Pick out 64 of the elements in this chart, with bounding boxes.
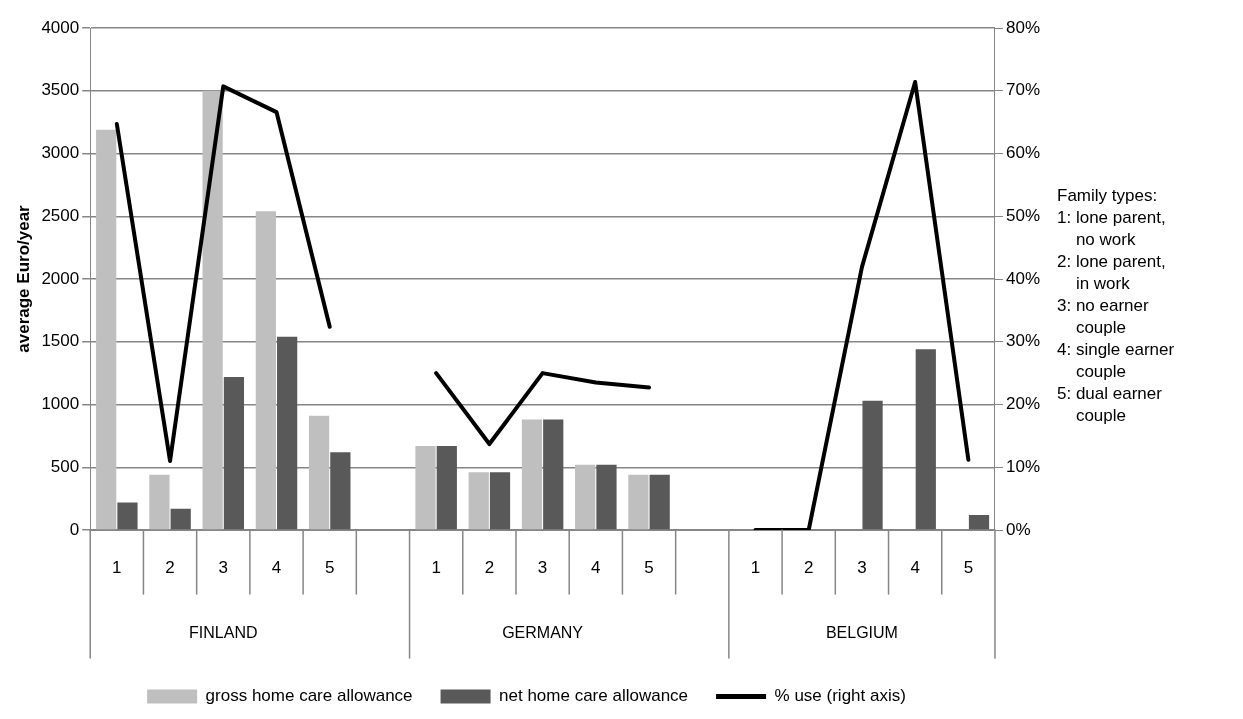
legend-label: gross home care allowance [205,686,413,706]
y-tick-label: 1500 [41,331,80,351]
bar [149,474,170,530]
x-tick-label: 1 [750,557,761,577]
bar [308,415,330,530]
x-tick-label: 2 [165,557,175,577]
bar [330,452,351,530]
bar [415,445,436,530]
y-tick-label: 3000 [41,143,80,163]
x-tick-label: 5 [324,557,335,577]
y-axis-title: average Euro/year [13,204,33,353]
bar [968,514,990,530]
y2-tick-label: 30% [1005,331,1041,351]
bar [468,472,489,530]
x-tick-label: 4 [591,557,601,577]
bar [915,349,936,530]
x-tick-label: 3 [537,557,548,577]
text: BELGIUM [825,624,898,642]
bar [202,90,223,530]
y-tick-label: 500 [50,456,80,476]
bar [521,419,543,530]
bar [596,464,617,530]
x-tick-label: 1 [431,557,441,577]
y-tick-label: 0 [69,519,80,539]
y2-tick-label: 40% [1005,268,1041,288]
x-tick-label: 2 [484,557,495,577]
bar [628,474,649,530]
y-tick-label: 2500 [41,205,80,225]
y-tick-label: 1000 [41,394,80,414]
x-tick-label: 2 [803,557,814,577]
x-tick-label: 4 [910,557,920,577]
bar [170,508,191,530]
y2-tick-label: 0% [1005,519,1031,539]
y2-tick-label: 60% [1005,143,1041,163]
y-tick-label: 2000 [41,268,80,288]
bar [862,400,883,530]
bar [223,376,245,530]
y2-tick-label: 50% [1005,205,1041,225]
bar [436,445,457,530]
y2-tick-label: 20% [1005,394,1041,414]
y-tick-label: 4000 [41,17,80,37]
x-tick-label: 3 [857,557,867,577]
bar [489,472,511,530]
x-tick-label: 5 [644,557,654,577]
bar [543,419,564,530]
text: GERMANY [502,624,584,642]
bar [255,211,276,530]
y2-tick-label: 70% [1005,80,1041,100]
y-tick-label: 3500 [41,80,80,100]
y2-tick-label: 10% [1005,456,1041,476]
y2-tick-label: 80% [1005,17,1041,37]
bar [649,474,670,530]
x-tick-label: 5 [963,557,974,577]
bar [96,129,117,530]
bar [277,336,298,530]
x-tick-label: 3 [218,557,229,577]
text: Family types: 1: lone parent, no work 2: lone parent, in work 3: no earner couple 4: single earner couple 5: dual earner couple [1057,186,1175,426]
bar [117,502,138,530]
legend-label: % use (right axis) [774,686,906,706]
x-tick-label: 4 [271,557,282,577]
legend-label: net home care allowance [499,686,689,706]
text: FINLAND [189,624,258,642]
x-tick-label: 1 [112,557,122,577]
bar [575,464,596,530]
